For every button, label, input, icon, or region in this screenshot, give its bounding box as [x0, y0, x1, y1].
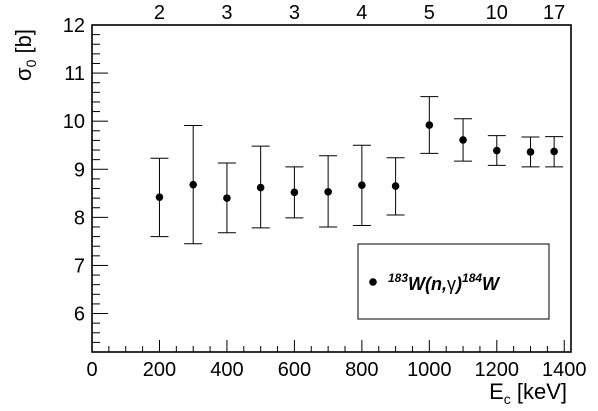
y-axis-title: σ0 [b] — [11, 29, 39, 81]
data-point — [459, 136, 467, 144]
data-point — [324, 188, 332, 196]
top-axis-label: 2 — [154, 2, 165, 24]
x-tick-label: 600 — [278, 359, 311, 381]
y-tick-label: 8 — [74, 207, 85, 229]
y-tick-label: 10 — [63, 111, 85, 133]
x-tick-label: 1400 — [542, 359, 587, 381]
x-tick-label: 800 — [345, 359, 378, 381]
data-point — [550, 147, 558, 156]
x-axis-title-main: E — [489, 379, 504, 404]
top-axis-label: 3 — [221, 2, 232, 24]
legend-label-text3: W — [482, 274, 501, 294]
y-tick-label: 12 — [63, 15, 85, 37]
legend-label-pre2: 184 — [462, 271, 482, 285]
y-axis-title-main: σ — [11, 67, 36, 81]
x-axis-title-unit: [keV] — [511, 379, 567, 404]
y-tick-label: 6 — [74, 304, 85, 326]
data-point — [492, 146, 501, 155]
data-point — [526, 148, 535, 156]
y-tick-label: 11 — [64, 63, 85, 85]
x-axis-title-subscript: c — [504, 391, 511, 407]
data-point — [189, 180, 197, 189]
axis-tick-labels: 0 200 400 600 800 1000 1200 1400 6 7 8 9 10 11 12 — [63, 15, 587, 381]
top-axis-label: 10 — [486, 2, 508, 24]
legend: 183W(n,γ)184W — [357, 243, 550, 320]
legend-marker — [369, 278, 377, 286]
x-tick-label: 0 — [86, 359, 97, 381]
top-axis-label: 17 — [543, 2, 565, 24]
y-axis-title-subscript: 0 — [23, 59, 39, 67]
legend-label-greek: γ — [447, 274, 456, 294]
top-axis-labels: 2 3 3 4 5 10 17 — [154, 2, 565, 24]
y-tick-label: 9 — [74, 159, 85, 181]
x-tick-label: 1200 — [475, 359, 520, 381]
y-tick-label: 7 — [74, 255, 85, 277]
x-tick-label: 200 — [143, 359, 176, 381]
legend-box — [357, 243, 550, 320]
axis-ticks — [91, 24, 565, 353]
data-point — [256, 183, 265, 192]
x-axis-title: Ec [keV] — [489, 379, 567, 407]
x-tick-label: 400 — [210, 359, 243, 381]
top-axis-label: 3 — [289, 2, 300, 24]
data-point — [425, 121, 434, 129]
data-point — [391, 182, 400, 190]
top-axis-label: 5 — [424, 2, 435, 24]
legend-label: 183W(n,γ)184W — [388, 271, 501, 294]
y-axis-title-unit: [b] — [11, 29, 36, 60]
legend-label-pre1: 183 — [388, 271, 408, 285]
top-axis-label: 4 — [356, 2, 367, 24]
legend-label-text1: W(n, — [408, 274, 447, 294]
data-point — [223, 194, 231, 202]
data-point — [155, 193, 164, 201]
x-tick-label: 1000 — [407, 359, 452, 381]
legend-label-text2: ) — [454, 274, 462, 294]
data-point — [358, 181, 366, 189]
data-series — [150, 96, 564, 245]
data-point — [290, 188, 299, 197]
